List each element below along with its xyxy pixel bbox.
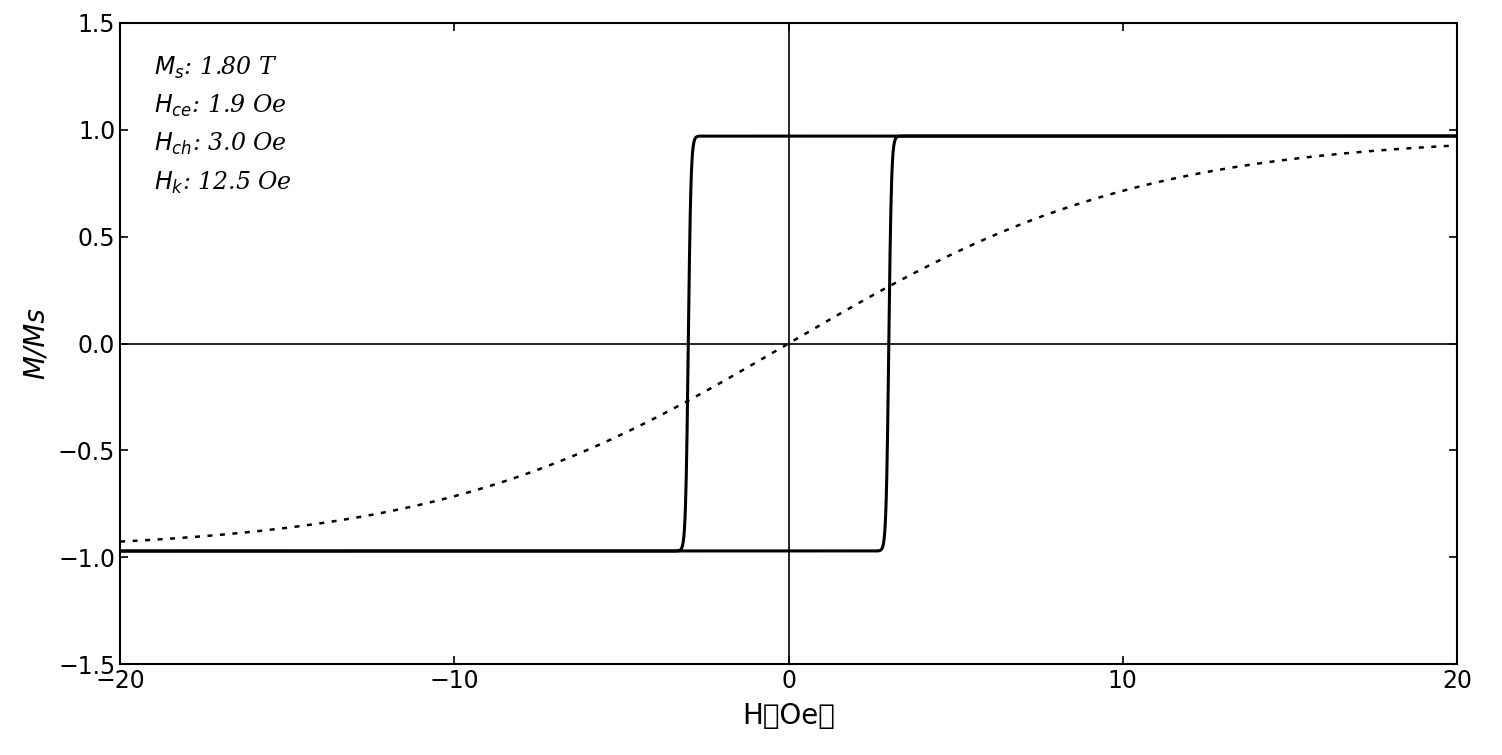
Y-axis label: M/Ms: M/Ms <box>21 307 50 380</box>
X-axis label: H（Oe）: H（Oe） <box>742 701 835 729</box>
Text: $\mathit{M}_\mathit{s}$: 1.80 T
$\mathit{H}_\mathit{ce}$: 1.9 Oe
$\mathit{H}_\ma: $\mathit{M}_\mathit{s}$: 1.80 T $\mathit… <box>153 54 291 196</box>
